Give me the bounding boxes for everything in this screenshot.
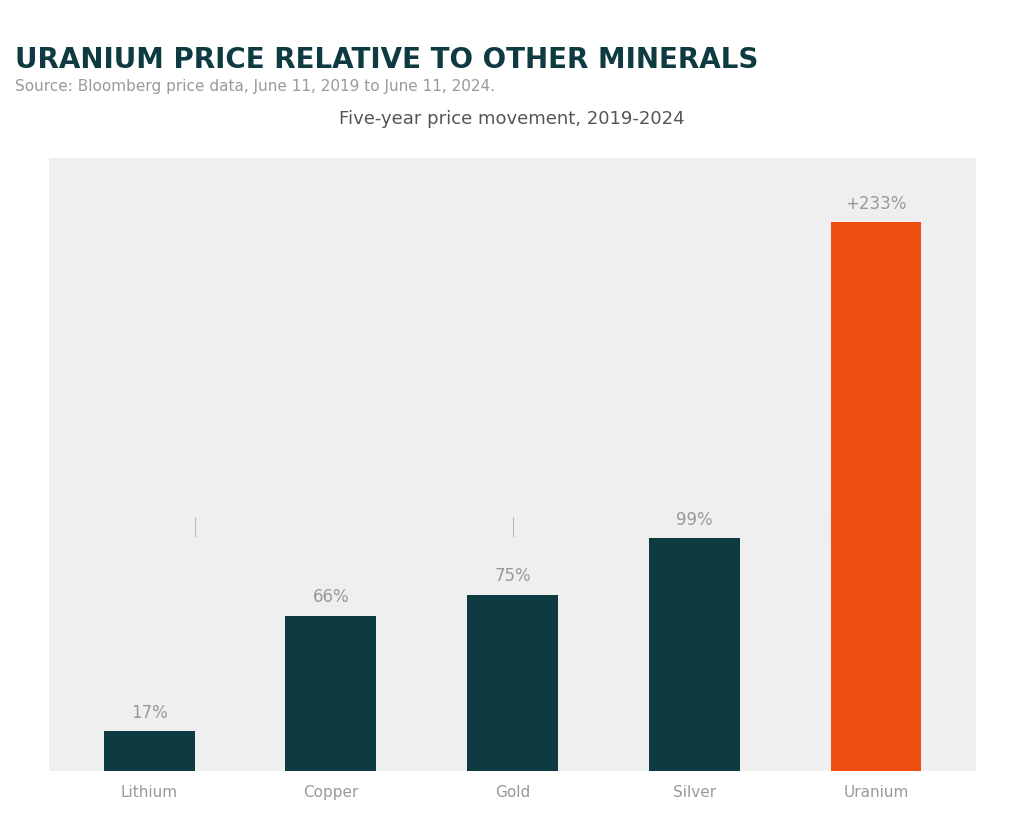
Text: 17%: 17% [131,704,168,722]
Bar [649,538,739,771]
Text: 99%: 99% [676,510,713,529]
Text: 75%: 75% [495,567,530,585]
Bar [286,615,376,771]
Bar [103,731,195,771]
Text: Source: Bloomberg price data, June 11, 2019 to June 11, 2024.: Source: Bloomberg price data, June 11, 2… [15,79,496,94]
Text: +233%: +233% [845,194,906,213]
Text: URANIUM PRICE RELATIVE TO OTHER MINERALS: URANIUM PRICE RELATIVE TO OTHER MINERALS [15,46,759,74]
Bar [467,595,558,771]
Text: Five-year price movement, 2019-2024: Five-year price movement, 2019-2024 [339,110,685,128]
Bar [830,222,922,771]
Text: 66%: 66% [312,589,349,606]
